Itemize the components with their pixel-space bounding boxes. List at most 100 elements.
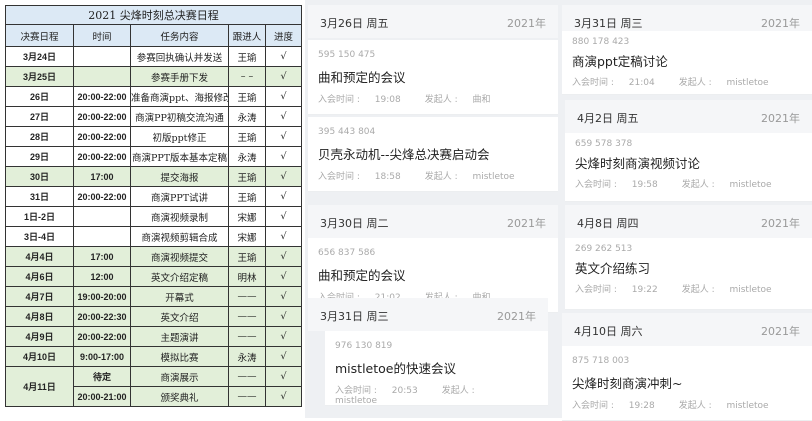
time-cell: 20:00-22:30 bbox=[73, 306, 131, 327]
host-name: mistletoe bbox=[335, 396, 378, 406]
join-time-label: 入会时间 : bbox=[335, 386, 380, 396]
table-row: 29日 20:00-22:00 商演PPT版本基本定稿 永涛 √ bbox=[5, 146, 303, 167]
meeting-id: 269 262 513 bbox=[575, 244, 633, 254]
task-cell: 商演视频录制 bbox=[130, 206, 229, 227]
group-year: 2021年 bbox=[761, 325, 800, 338]
meeting-meta: 入会时间 : 19:58 发起人 : mistletoe bbox=[575, 177, 796, 190]
time-cell bbox=[73, 66, 131, 87]
group-year: 2021年 bbox=[507, 17, 546, 30]
meeting-id: 880 178 423 bbox=[572, 37, 630, 47]
date-cell: 27日 bbox=[5, 106, 74, 127]
date-cell: 4月8日 bbox=[5, 306, 74, 327]
progress-cell: √ bbox=[264, 226, 303, 247]
table-row: 4月10日 9:00-17:00 模拟比赛 永涛 √ bbox=[5, 346, 303, 367]
owner-cell: 王瑜 bbox=[228, 166, 266, 187]
join-time-label: 入会时间 : bbox=[318, 172, 363, 182]
task-cell: 初版ppt修正 bbox=[130, 126, 229, 147]
host-label: 发起人 : bbox=[424, 172, 461, 182]
time-cell: 20:00-22:00 bbox=[73, 126, 131, 147]
meeting-item[interactable]: 875 718 003 尖烽时刻商演冲刺~ 入会时间 : 19:28 发起人 : … bbox=[562, 346, 812, 421]
time-cell: 19:00-20:00 bbox=[73, 286, 131, 307]
date-cell: 4月4日 bbox=[5, 246, 74, 267]
date-cell: 28日 bbox=[5, 126, 74, 147]
date-cell: 4月10日 bbox=[5, 346, 74, 367]
table-row: 4月8日 20:00-22:30 英文介绍 —— √ bbox=[5, 306, 303, 327]
join-time: 19:22 bbox=[631, 285, 658, 295]
meeting-title: 英文介绍练习 bbox=[575, 261, 651, 276]
meeting-item[interactable]: 395 443 804 贝壳永动机--尖烽总决赛启动会 入会时间 : 18:58… bbox=[308, 117, 558, 192]
table-row: 27日 20:00-22:00 商演PP初稿交流沟通 永涛 √ bbox=[5, 106, 303, 127]
meeting-item[interactable]: 976 130 819 mistletoe的快速会议 入会时间 : 20:53 发… bbox=[325, 331, 548, 406]
owner-cell: 永涛 bbox=[228, 146, 266, 167]
date-cell: 26日 bbox=[5, 86, 74, 107]
meeting-item[interactable]: 659 578 378 尖烽时刻商演视频讨论 入会时间 : 19:58 发起人 :… bbox=[565, 133, 812, 202]
task-cell: 商演PP初稿交流沟通 bbox=[130, 106, 229, 127]
table-row: 4月11日 待定 商演展示 —— √ bbox=[5, 366, 303, 407]
group-date: 4月8日 周四 bbox=[577, 217, 639, 230]
task-cell: 参赛回执确认并发送 bbox=[130, 46, 229, 67]
owner-cell: 永涛 bbox=[228, 346, 266, 367]
meeting-id: 395 443 804 bbox=[318, 127, 376, 137]
table-row: 30日 17:00 提交海报 王瑜 √ bbox=[5, 166, 303, 187]
group-date: 3月26日 周五 bbox=[320, 17, 389, 30]
date-group-header: 3月31日 周三 2021年 bbox=[308, 298, 548, 331]
group-date: 3月31日 周三 bbox=[320, 310, 389, 323]
owner-cell: —— bbox=[228, 386, 266, 407]
date-cell: 3日-4日 bbox=[5, 226, 74, 247]
progress-cell: √ bbox=[264, 286, 303, 307]
task-cell: 提交海报 bbox=[130, 166, 229, 187]
host-name: mistletoe bbox=[729, 180, 772, 190]
task-cell: 商演PPT版本基本定稿 bbox=[130, 146, 229, 167]
date-group-header: 4月2日 周五 2021年 bbox=[565, 100, 812, 133]
join-time-label: 入会时间 : bbox=[572, 401, 617, 411]
table-row: 20:00-21:00 颁奖典礼 —— √ bbox=[6, 386, 303, 407]
date-group-header: 4月10日 周六 2021年 bbox=[562, 313, 812, 346]
date-cell: 4月7日 bbox=[5, 286, 74, 307]
table-row: 4月4日 17:00 商演视频提交 王瑜 √ bbox=[5, 246, 303, 267]
task-cell: 商演视频剪辑合成 bbox=[130, 226, 229, 247]
meeting-item[interactable]: 880 178 423 商演ppt定稿讨论 入会时间 : 21:04 发起人 : … bbox=[562, 31, 812, 95]
table-row: 4月9日 20:00-22:00 主题演讲 —— √ bbox=[5, 326, 303, 347]
group-date: 3月30日 周二 bbox=[320, 217, 389, 230]
join-time-label: 入会时间 : bbox=[572, 78, 617, 88]
meeting-meta: 入会时间 : 18:58 发起人 : mistletoe bbox=[318, 169, 539, 182]
meeting-item[interactable]: 595 150 475 曲和预定的会议 入会时间 : 19:08 发起人 : 曲和 bbox=[308, 40, 558, 115]
join-time: 19:28 bbox=[628, 401, 655, 411]
join-time-label: 入会时间 : bbox=[575, 180, 620, 190]
date-group-header: 3月26日 周五 2021年 bbox=[308, 5, 558, 38]
progress-cell: √ bbox=[264, 206, 303, 227]
date-group-header: 4月8日 周四 2021年 bbox=[565, 205, 812, 238]
join-time: 21:04 bbox=[628, 78, 655, 88]
meeting-meta: 入会时间 : 19:22 发起人 : mistletoe bbox=[575, 282, 796, 295]
task-cell: 英文介绍定稿 bbox=[130, 266, 229, 287]
progress-cell: √ bbox=[264, 306, 303, 327]
progress-cell: √ bbox=[264, 86, 303, 107]
date-cell: 3月25日 bbox=[5, 66, 74, 87]
group-year: 2021年 bbox=[761, 17, 800, 30]
join-time: 19:08 bbox=[374, 95, 401, 105]
host-label: 发起人 : bbox=[681, 285, 718, 295]
date-cell: 31日 bbox=[5, 186, 74, 207]
owner-cell: 宋娜 bbox=[228, 206, 266, 227]
task-cell: 开幕式 bbox=[130, 286, 229, 307]
time-cell: 20:00-22:00 bbox=[73, 106, 131, 127]
progress-cell: √ bbox=[264, 366, 303, 387]
owner-cell: 王瑜 bbox=[228, 186, 266, 207]
time-cell: 20:00-22:00 bbox=[73, 146, 131, 167]
meeting-meta: 入会时间 : 19:08 发起人 : 曲和 bbox=[318, 92, 514, 105]
date-cell: 4月11日 bbox=[5, 366, 74, 407]
task-cell: 英文介绍 bbox=[130, 306, 229, 327]
progress-cell: √ bbox=[264, 46, 303, 67]
schedule-spreadsheet: 2021 尖烽时刻总决赛日程 决赛日程 时间 任务内容 跟进人 进度 3月24日 参赛回执… bbox=[0, 0, 305, 418]
column-header: 跟进人 bbox=[228, 24, 266, 47]
time-cell bbox=[73, 206, 131, 227]
meeting-title: 尖烽时刻商演冲刺~ bbox=[572, 376, 683, 391]
date-group-header: 3月30日 周二 2021年 bbox=[308, 205, 558, 238]
meeting-id: 976 130 819 bbox=[335, 341, 393, 351]
time-cell: 20:00-22:00 bbox=[73, 86, 131, 107]
host-label: 发起人 : bbox=[441, 386, 475, 396]
table-row: 1日-2日 商演视频录制 宋娜 √ bbox=[5, 206, 303, 227]
meeting-item[interactable]: 269 262 513 英文介绍练习 入会时间 : 19:22 发起人 : mis… bbox=[565, 238, 812, 310]
progress-cell: √ bbox=[264, 186, 303, 207]
date-cell: 4月6日 bbox=[5, 266, 74, 287]
